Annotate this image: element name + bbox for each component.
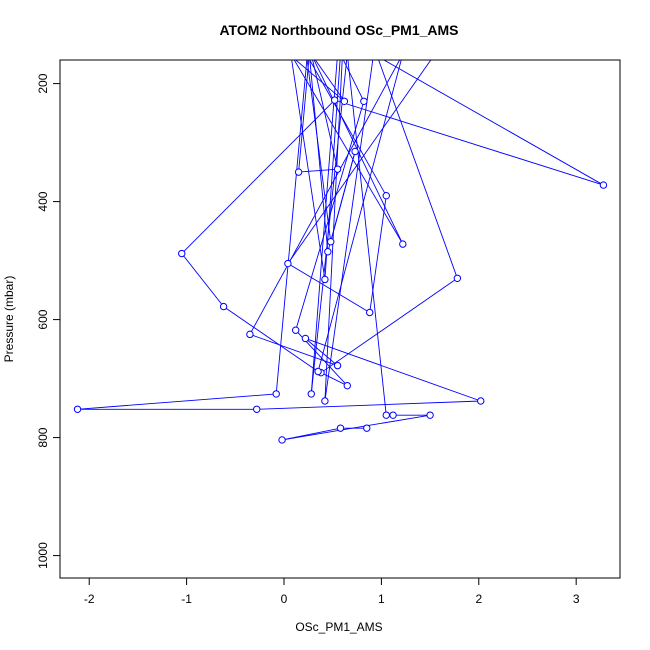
data-point bbox=[333, 361, 342, 370]
series-segment bbox=[181, 99, 335, 254]
data-point bbox=[426, 411, 434, 419]
data-point bbox=[360, 97, 368, 105]
data-point bbox=[253, 405, 261, 413]
data-point bbox=[382, 191, 390, 200]
x-tick-label: 1 bbox=[378, 592, 385, 606]
data-point bbox=[278, 436, 286, 444]
x-axis-label: OSc_PM1_AMS bbox=[295, 620, 382, 634]
series-segment bbox=[378, 60, 458, 279]
data-point bbox=[324, 248, 332, 256]
x-tick-label: 2 bbox=[475, 592, 482, 606]
series-segment bbox=[310, 60, 338, 394]
series-segment bbox=[181, 253, 224, 307]
data-point bbox=[321, 397, 329, 405]
data-point bbox=[178, 249, 186, 258]
data-point bbox=[272, 390, 280, 398]
data-point bbox=[294, 168, 303, 176]
series-segment bbox=[309, 60, 329, 252]
data-point bbox=[327, 238, 335, 246]
series-segment bbox=[347, 60, 387, 416]
series-segment bbox=[320, 277, 458, 374]
series-segment bbox=[327, 151, 356, 252]
y-tick-label: 800 bbox=[36, 427, 50, 447]
data-point bbox=[307, 390, 315, 398]
data-point bbox=[363, 424, 371, 432]
data-point bbox=[301, 334, 310, 343]
data-point bbox=[340, 97, 349, 105]
series-segment bbox=[317, 60, 402, 372]
x-tick-label: -1 bbox=[181, 592, 192, 606]
x-tick-label: -2 bbox=[84, 592, 95, 606]
data-point bbox=[382, 411, 390, 419]
y-axis: 200 400 600 800 1000 bbox=[36, 73, 60, 569]
chart-title: ATOM2 Northbound OSc_PM1_AMS bbox=[219, 22, 458, 38]
y-axis-label: Pressure (mbar) bbox=[2, 276, 16, 363]
series-segment bbox=[281, 427, 341, 441]
series-segment bbox=[320, 372, 348, 387]
y-tick-label: 200 bbox=[36, 73, 50, 93]
series-segment bbox=[275, 60, 308, 394]
data-point bbox=[453, 274, 462, 282]
series-segment bbox=[293, 60, 404, 245]
data-point bbox=[73, 405, 82, 413]
series-segment bbox=[306, 60, 332, 242]
data-point bbox=[399, 240, 407, 248]
y-tick-label: 400 bbox=[36, 191, 50, 211]
data-point bbox=[351, 147, 359, 156]
data-point bbox=[477, 397, 485, 405]
data-point bbox=[321, 275, 329, 284]
data-point bbox=[343, 381, 352, 390]
series-segment bbox=[324, 60, 374, 402]
y-tick-label: 600 bbox=[36, 309, 50, 329]
series-segment bbox=[287, 263, 370, 313]
data-point bbox=[246, 330, 254, 339]
series-segment bbox=[310, 60, 348, 394]
x-tick-label: 3 bbox=[573, 592, 580, 606]
series-segment bbox=[309, 60, 387, 196]
data-point bbox=[219, 302, 228, 311]
series-segment bbox=[314, 60, 345, 102]
data-point bbox=[366, 308, 374, 317]
series-segment bbox=[342, 60, 365, 102]
series-segment bbox=[223, 306, 319, 372]
series-segment bbox=[298, 168, 338, 173]
series-segment bbox=[291, 60, 326, 280]
data-point bbox=[284, 259, 292, 268]
series-segment bbox=[305, 338, 481, 402]
y-tick-label: 1000 bbox=[36, 542, 50, 569]
data-point bbox=[599, 181, 608, 189]
data-point bbox=[389, 411, 397, 419]
series-segment bbox=[249, 333, 338, 367]
data-point bbox=[336, 424, 345, 432]
series-segment bbox=[324, 60, 343, 402]
data-point bbox=[291, 326, 300, 334]
series-segment bbox=[256, 400, 481, 410]
series-segment bbox=[298, 60, 310, 173]
series-segment bbox=[281, 414, 431, 441]
x-tick-label: 0 bbox=[281, 592, 288, 606]
series-segment bbox=[369, 195, 387, 313]
plot-frame bbox=[59, 59, 621, 579]
data-point bbox=[314, 367, 322, 376]
series-segment bbox=[334, 99, 604, 186]
data-point bbox=[333, 165, 342, 173]
series-segment bbox=[77, 393, 277, 410]
series-segment bbox=[305, 338, 338, 366]
x-axis: -2 -1 0 1 2 3 bbox=[84, 578, 580, 606]
series-segment bbox=[342, 54, 376, 55]
data-point bbox=[330, 96, 339, 104]
series-segment bbox=[383, 60, 604, 186]
